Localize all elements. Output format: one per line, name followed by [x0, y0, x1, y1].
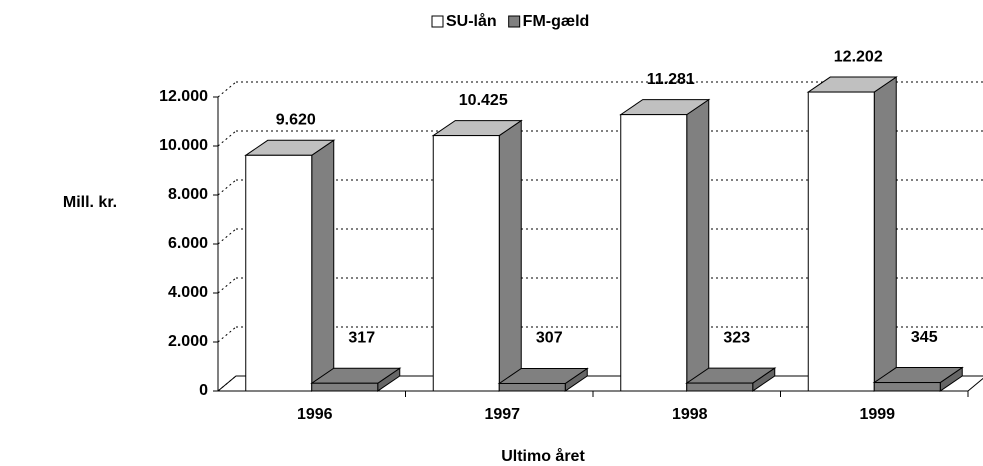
- wall-edge: [217, 326, 237, 343]
- x-axis-label: Ultimo året: [501, 447, 585, 465]
- value-label: 345: [911, 329, 938, 346]
- y-tick-label: 8.000: [168, 186, 208, 203]
- wall-edge: [217, 81, 237, 98]
- y-tick-label: 10.000: [159, 137, 208, 154]
- bar: [245, 154, 313, 392]
- wall-edge: [217, 130, 237, 147]
- bar-side: [311, 139, 335, 392]
- bar: [686, 382, 754, 392]
- wall-edge: [217, 228, 237, 245]
- wall-edge: [217, 277, 237, 294]
- value-label: 323: [723, 329, 750, 346]
- bar-side: [686, 98, 710, 392]
- x-tick-label: 1997: [484, 406, 520, 423]
- value-label: 10.425: [459, 92, 508, 109]
- value-label: 11.281: [647, 71, 695, 88]
- legend-label: SU-lån: [446, 12, 497, 30]
- bar: [311, 382, 379, 392]
- x-tick-label: 1996: [297, 406, 333, 423]
- wall-edge: [217, 375, 237, 392]
- bar-side: [873, 76, 897, 392]
- bar: [498, 382, 566, 392]
- y-tick-label: 12.000: [159, 88, 208, 105]
- y-tick-label: 0: [199, 382, 208, 399]
- y-tick-label: 2.000: [168, 333, 208, 350]
- legend-label: FM-gæld: [523, 13, 590, 30]
- bar: [620, 114, 688, 392]
- bar: [432, 135, 500, 392]
- legend-swatch: [508, 15, 521, 28]
- value-label: 307: [536, 330, 563, 347]
- value-label: 317: [348, 329, 375, 346]
- y-tick-label: 6.000: [168, 235, 208, 252]
- wall-edge: [217, 179, 237, 196]
- bar-side: [498, 119, 522, 392]
- legend-swatch: [431, 15, 444, 28]
- value-label: 12.202: [834, 48, 883, 65]
- x-tick-label: 1999: [859, 406, 895, 423]
- x-tick-label: 1998: [672, 406, 708, 423]
- bar: [873, 382, 941, 392]
- y-axis-label: Mill. kr.: [63, 194, 117, 211]
- y-tick-label: 4.000: [168, 284, 208, 301]
- value-label: 9.620: [276, 112, 316, 129]
- bar: [807, 91, 875, 392]
